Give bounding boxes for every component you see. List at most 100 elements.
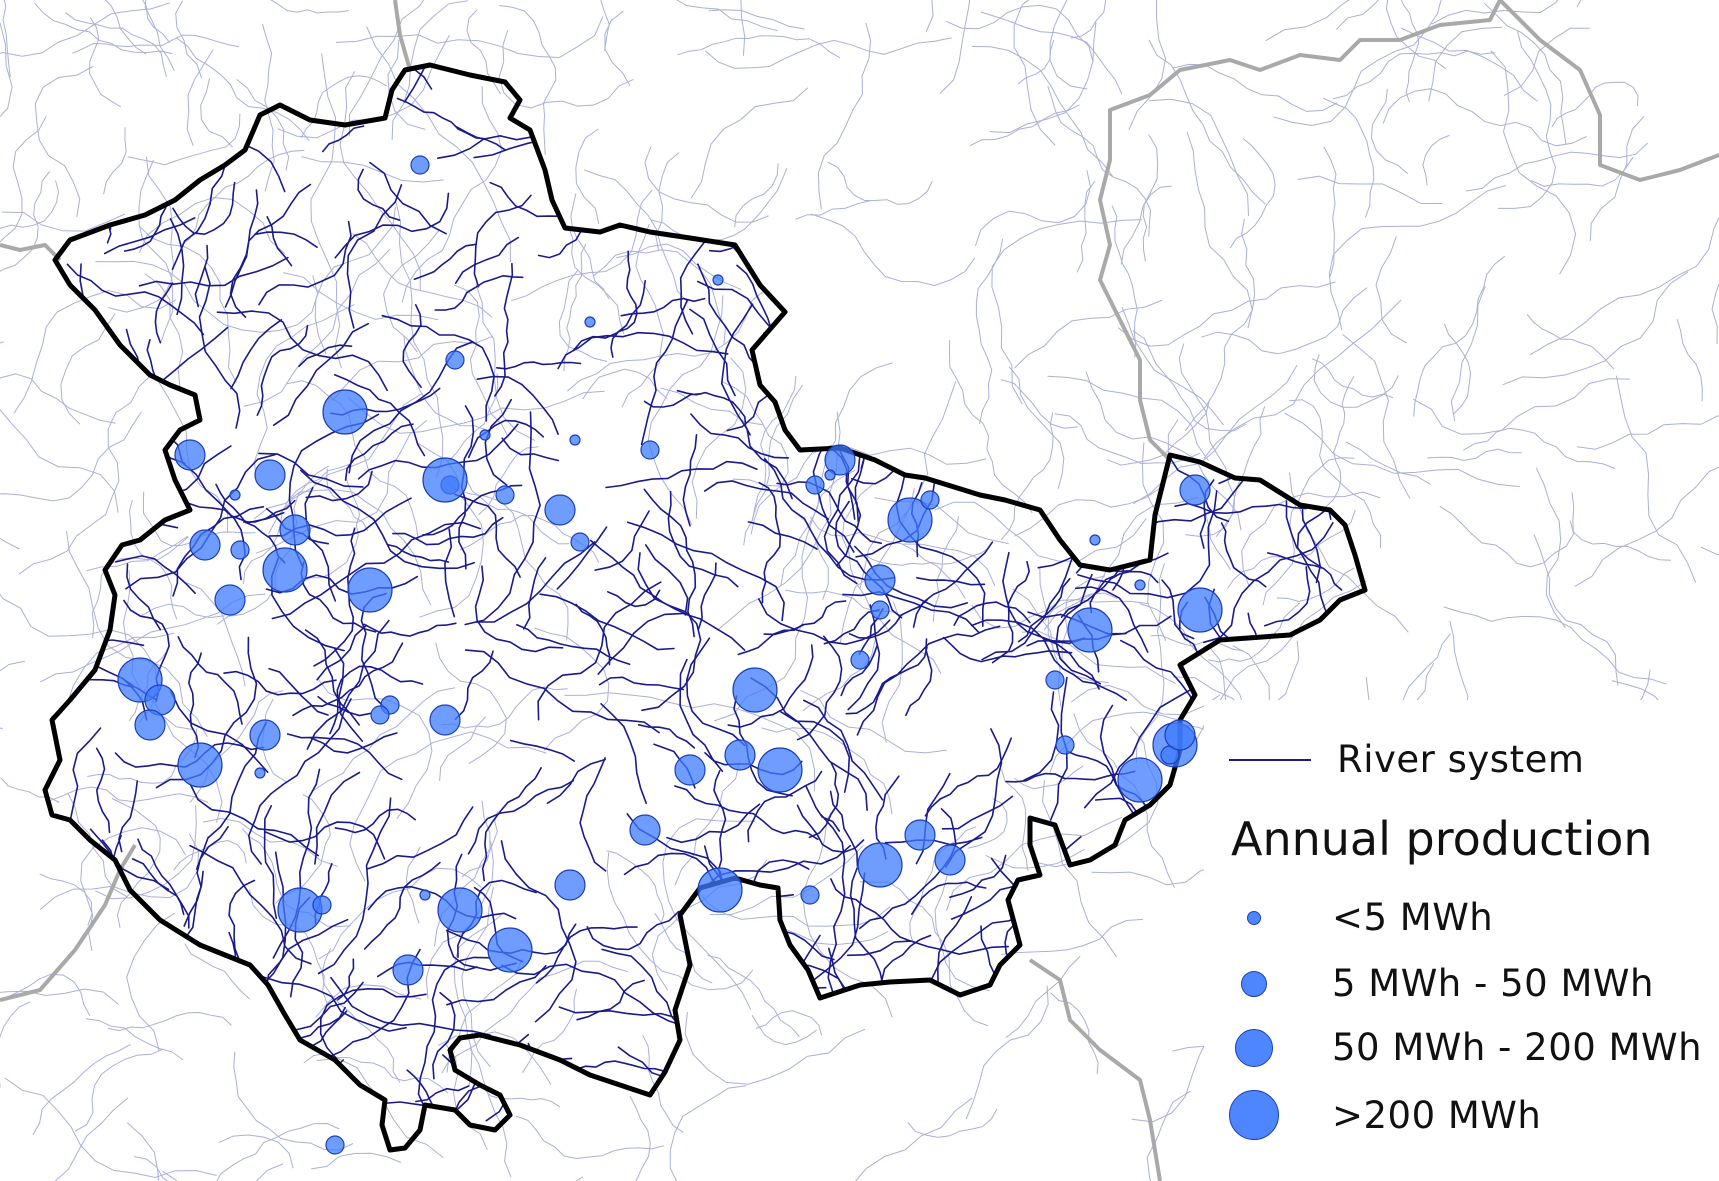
river-segment [317, 797, 392, 975]
river-segment [526, 1103, 549, 1150]
river-segment [381, 314, 495, 422]
background-river [1529, 216, 1719, 356]
river-segment [494, 262, 514, 397]
river-segment [500, 840, 577, 1023]
background-river [566, 289, 766, 392]
river-segment [454, 650, 494, 720]
background-river [175, 0, 203, 79]
background-river [95, 260, 319, 333]
background-river [965, 985, 1049, 1120]
river-segment [97, 175, 115, 244]
background-river [1047, 86, 1152, 237]
background-river [447, 373, 499, 463]
background-river [677, 35, 841, 59]
background-river [475, 1080, 561, 1108]
background-river [34, 2, 173, 55]
river-segment [1336, 443, 1365, 464]
background-river [1085, 371, 1242, 531]
river-segment [768, 1114, 822, 1150]
river-segment [432, 992, 456, 1080]
background-river [903, 543, 996, 587]
river-segment [322, 125, 365, 153]
river-segment [846, 263, 871, 380]
river-segment [1150, 181, 1232, 232]
background-river [1450, 286, 1486, 422]
river-segment [780, 711, 851, 793]
hydropower-plant-marker [584, 316, 596, 328]
hydropower-plant-marker [920, 490, 940, 510]
river-segment [334, 808, 416, 834]
background-river [974, 170, 1091, 247]
river-segment [829, 790, 859, 867]
river-segment [594, 90, 751, 189]
background-river [644, 146, 769, 223]
background-river [800, 689, 947, 754]
river-segment [988, 347, 1034, 394]
river-segment [776, 481, 882, 544]
background-river [321, 948, 401, 1083]
river-segment [1276, 378, 1365, 425]
background-river [383, 229, 441, 353]
river-segment [896, 65, 946, 144]
river-segment [1023, 250, 1068, 293]
background-river [1298, 510, 1356, 559]
river-segment [546, 758, 606, 804]
river-segment [797, 986, 827, 1022]
background-river [969, 104, 1080, 147]
background-river [1120, 134, 1159, 265]
background-river [1490, 50, 1577, 275]
legend-river-label: River system [1337, 738, 1585, 781]
river-segment [1077, 490, 1218, 599]
background-river [1311, 358, 1394, 399]
river-segment [637, 724, 696, 749]
river-segment [292, 642, 404, 717]
background-river [175, 37, 310, 142]
background-river [934, 501, 1147, 562]
river-segment [1004, 916, 1043, 1018]
background-river [236, 79, 290, 171]
hydropower-plant-marker [392, 954, 424, 986]
hydropower-plant-marker [712, 274, 724, 286]
background-river [1322, 97, 1375, 218]
river-segment [996, 129, 1058, 192]
background-river [54, 1097, 129, 1181]
background-river [332, 335, 494, 401]
background-river [1117, 281, 1336, 347]
background-river [60, 313, 116, 425]
river-segment [1120, 639, 1197, 711]
river-segment [845, 646, 928, 715]
background-river [704, 37, 952, 69]
background-river [162, 1170, 178, 1181]
river-segment [834, 500, 903, 619]
hydropower-plant-marker [279, 514, 311, 546]
river-segment [316, 624, 368, 681]
background-river [103, 127, 127, 195]
river-segment [586, 908, 692, 951]
legend-class-row: 5 MWh - 50 MWh [1204, 962, 1654, 1005]
legend-class-label: 50 MWh - 200 MWh [1332, 1026, 1703, 1069]
background-river [1332, 50, 1495, 100]
river-segment [367, 885, 517, 920]
background-river [606, 852, 754, 991]
background-river [743, 375, 797, 546]
river-segment [557, 331, 729, 370]
river-segment [847, 604, 881, 711]
background-river [65, 12, 167, 78]
background-river [863, 547, 990, 566]
river-segment [758, 481, 782, 604]
river-segment [936, 896, 973, 986]
hydropower-plant-marker [732, 667, 778, 713]
legend-river-row: River system [1204, 738, 1584, 781]
river-segment [45, 879, 100, 1022]
river-segment [727, 644, 814, 728]
river-segment [474, 565, 564, 653]
hydropower-plant-marker [697, 867, 743, 913]
river-segment [119, 103, 230, 210]
background-river [697, 891, 891, 927]
hydropower-plant-marker [174, 439, 206, 471]
background-river [751, 384, 804, 522]
background-river [0, 988, 119, 1005]
background-river [445, 1043, 488, 1151]
legend-class-row: >200 MWh [1204, 1090, 1541, 1140]
background-river [1107, 399, 1211, 466]
